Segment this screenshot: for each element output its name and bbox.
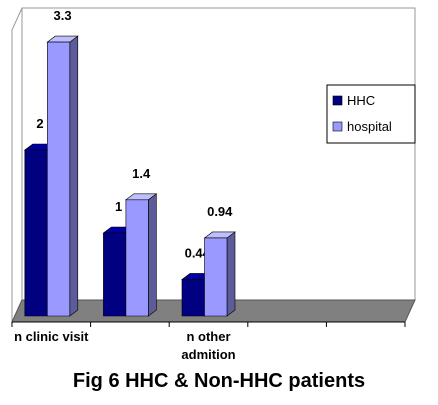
bar-front [46, 41, 71, 317]
bar [46, 35, 79, 317]
legend-label: hospital [347, 119, 392, 134]
bar-side [69, 35, 79, 317]
bar-front [181, 279, 205, 317]
bar [203, 231, 236, 317]
legend-swatch [332, 121, 343, 132]
data-label: 0.94 [207, 204, 233, 219]
bar-front [103, 232, 127, 317]
chart-title: Fig 6 HHC & Non-HHC patients [72, 370, 366, 392]
data-label: 0.44 [185, 245, 211, 260]
legend-box [326, 84, 416, 144]
bar-front [24, 149, 48, 317]
data-label: 3.3 [54, 8, 72, 23]
legend-label: HHC [347, 93, 375, 108]
bar-front [125, 199, 149, 317]
side-wall [11, 7, 23, 323]
bar-side [226, 231, 236, 317]
bar [125, 193, 158, 317]
data-label: 2 [36, 116, 43, 131]
x-tick-label: n clinic visit [14, 329, 89, 344]
legend-swatch [332, 95, 343, 106]
data-label: 1 [115, 199, 122, 214]
bar-side [148, 193, 157, 317]
bar-front [204, 237, 228, 317]
data-label: 1.4 [132, 166, 151, 181]
x-tick-label: n other admition [181, 329, 236, 362]
